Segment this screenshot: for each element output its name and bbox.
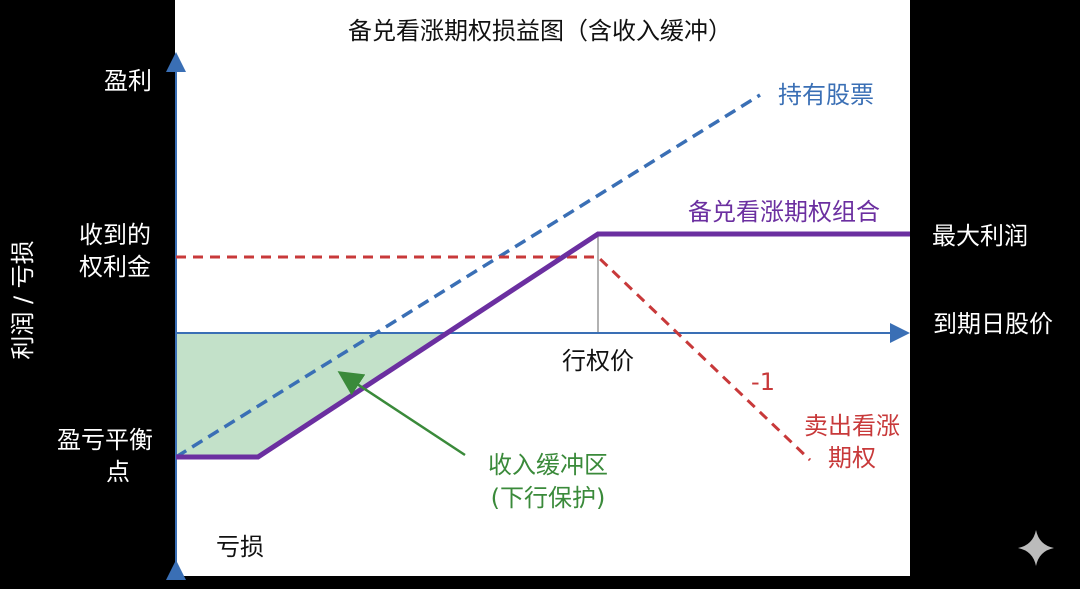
buffer-arrow: [337, 371, 466, 457]
covered-call-label: 备兑看涨期权组合: [688, 198, 880, 226]
y-top-label: 盈利: [104, 67, 152, 95]
title: 备兑看涨期权损益图（含收入缓冲）: [348, 17, 732, 45]
short-call-line: [176, 255, 812, 462]
short-call-label: 期权: [828, 444, 876, 472]
x-axis-label: 到期日股价: [933, 310, 1053, 338]
stock-label: 持有股票: [778, 81, 874, 109]
premium-label: 收到的: [79, 221, 151, 249]
plot-panel: [175, 0, 910, 576]
breakeven-label: 盈亏平衡: [57, 426, 153, 454]
slope-label: -1: [751, 368, 775, 396]
stock-line: [175, 93, 761, 459]
max-profit-label: 最大利润: [932, 222, 1028, 250]
buffer-area: [176, 333, 447, 457]
y-axis-label: 利润 / 亏损: [9, 240, 37, 359]
premium-label: 权利金: [79, 253, 151, 281]
buffer-label: 收入缓冲区: [488, 451, 608, 479]
short-call-label: 卖出看涨: [804, 412, 900, 440]
strike-label: 行权价: [562, 347, 634, 375]
covered-call-line: [176, 231, 910, 460]
y-bottom-label: 亏损: [216, 533, 264, 561]
breakeven-label: 点: [106, 458, 130, 486]
buffer-label: (下行保护): [491, 484, 606, 512]
watermark-icon: [1018, 530, 1054, 566]
